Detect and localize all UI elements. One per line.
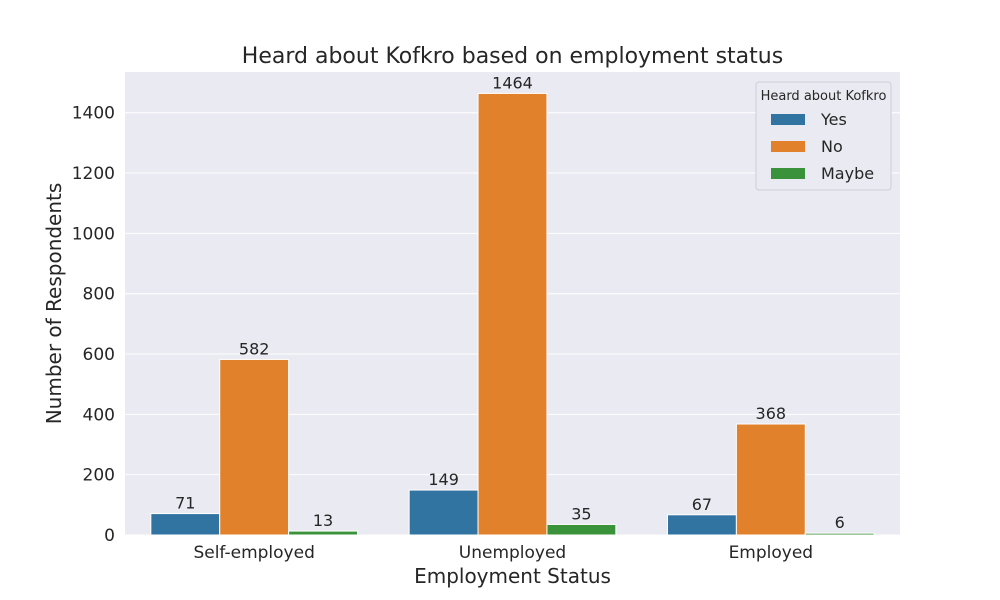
legend-label-yes: Yes — [820, 110, 847, 129]
y-tick-label: 0 — [104, 526, 115, 546]
data-labels: 71 582 13 149 1464 35 67 368 6 — [175, 73, 845, 532]
x-axis-ticks: Self-employed Unemployed Employed — [193, 543, 813, 563]
legend-items: Yes No Maybe — [771, 110, 874, 183]
y-axis-ticks: 0 200 400 600 800 1000 1200 1400 — [72, 104, 115, 546]
y-tick-label: 1400 — [72, 104, 115, 124]
y-tick-label: 1200 — [72, 164, 115, 184]
y-tick-label: 400 — [83, 405, 115, 425]
legend-title: Heard about Kofkro — [761, 89, 887, 104]
x-tick-label-self-employed: Self-employed — [193, 543, 314, 563]
data-label-unemployed-no: 1464 — [492, 73, 533, 92]
bar-self-employed-no — [219, 358, 290, 536]
bar-employed-yes — [667, 514, 737, 536]
bar-self-employed-maybe — [288, 530, 358, 536]
y-tick-label: 1000 — [72, 224, 115, 244]
bar-self-employed-yes — [150, 513, 221, 536]
bar-unemployed-no — [477, 92, 548, 536]
x-tick-label-unemployed: Unemployed — [459, 543, 566, 563]
bars — [150, 92, 875, 536]
data-label-self-employed-no: 582 — [239, 339, 270, 358]
chart-title: Heard about Kofkro based on employment s… — [242, 44, 783, 69]
y-tick-label: 200 — [83, 466, 115, 486]
bar-unemployed-yes — [408, 489, 479, 536]
x-axis-label: Employment Status — [414, 564, 611, 588]
legend-swatch-maybe — [771, 168, 805, 179]
y-tick-label: 600 — [83, 345, 115, 365]
legend-box — [755, 81, 892, 191]
bar-employed-no — [735, 423, 806, 536]
data-label-unemployed-maybe: 35 — [571, 504, 591, 523]
data-label-employed-maybe: 6 — [835, 513, 845, 532]
y-axis-label: Number of Respondents — [42, 183, 66, 425]
bar-unemployed-maybe — [546, 523, 617, 536]
data-label-employed-no: 368 — [756, 404, 787, 423]
data-label-employed-yes: 67 — [692, 495, 712, 514]
data-label-unemployed-yes: 149 — [428, 470, 459, 489]
bar-employed-maybe — [804, 532, 875, 536]
legend-swatch-yes — [771, 114, 805, 125]
data-label-self-employed-maybe: 13 — [313, 511, 333, 530]
legend: Heard about Kofkro Yes No Maybe — [755, 81, 892, 191]
legend-label-no: No — [821, 137, 843, 156]
legend-label-maybe: Maybe — [821, 164, 874, 183]
x-tick-label-employed: Employed — [729, 543, 814, 563]
data-label-self-employed-yes: 71 — [175, 494, 195, 513]
legend-swatch-no — [771, 141, 805, 152]
y-tick-label: 800 — [83, 285, 115, 305]
